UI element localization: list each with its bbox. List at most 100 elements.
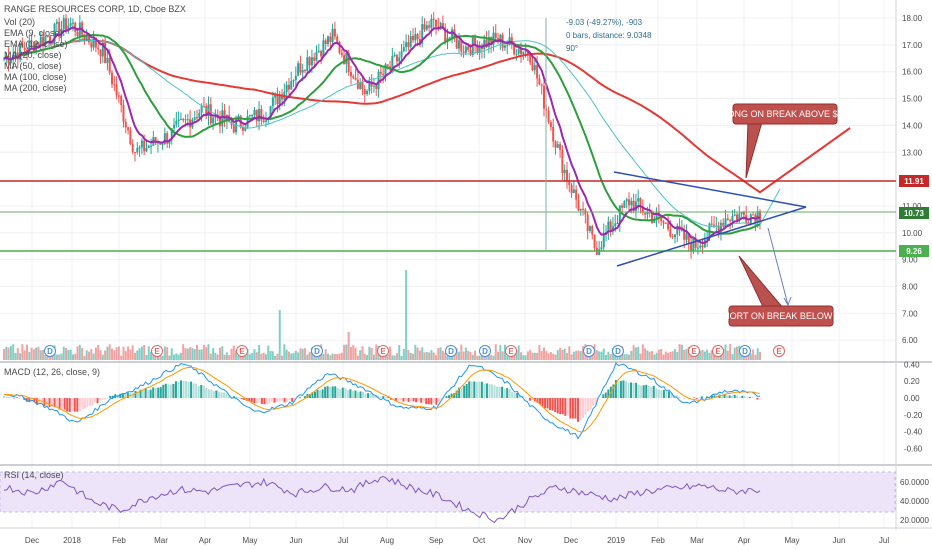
volume-bar <box>651 350 653 360</box>
time-tick: Aug <box>380 536 394 545</box>
candle-body <box>690 243 693 252</box>
earnings-marker[interactable] <box>712 345 724 357</box>
volume-bar <box>327 353 329 360</box>
earnings-marker[interactable] <box>377 345 389 357</box>
macd-hist-bar <box>637 385 640 398</box>
dividend-marker[interactable] <box>311 345 323 357</box>
candle-body <box>414 34 417 41</box>
volume-bar <box>133 353 136 360</box>
volume-bar <box>104 350 107 360</box>
volume-bar <box>462 351 465 360</box>
macd-hist-bar <box>483 383 486 398</box>
price-tick: 7.00 <box>902 309 918 318</box>
macd-hist-bar <box>372 394 375 398</box>
candle-body <box>616 223 619 225</box>
macd-hist-bar <box>490 384 493 398</box>
earnings-marker[interactable] <box>773 345 785 357</box>
svg-text:9.26: 9.26 <box>906 247 922 256</box>
candle-body <box>269 106 272 120</box>
time-axis-ticks: Dec 2018 Feb Mar Apr May Jun Jul Aug Sep Oct Nov Dec… <box>25 536 889 545</box>
earnings-marker[interactable] <box>505 345 517 357</box>
candle-body <box>19 43 22 60</box>
candle-body <box>200 105 203 113</box>
short-callout[interactable]: SHORT ON BREAK BELOW $9 <box>717 255 845 327</box>
volume-bar <box>32 349 35 360</box>
candle-body <box>108 57 111 73</box>
dividend-marker[interactable] <box>44 345 56 357</box>
macd-hist-bar <box>652 385 655 398</box>
candle-body <box>131 144 134 153</box>
macd-axis-ticks: 0.40 0.20 0.00 -0.20 -0.40 -0.60 <box>904 360 923 453</box>
triangle-upper-line[interactable] <box>613 171 807 208</box>
legend-item[interactable]: Vol (20) <box>4 17 35 27</box>
volume-bar <box>759 351 761 360</box>
legend-item[interactable]: MA (20, close) <box>4 50 62 60</box>
legend-item[interactable]: MA (100, close) <box>4 72 67 82</box>
candle-body <box>104 42 107 63</box>
volume-bar <box>556 350 559 360</box>
dividend-marker[interactable] <box>479 345 491 357</box>
earnings-marker[interactable] <box>236 345 248 357</box>
candle-body <box>474 36 477 45</box>
legend-item[interactable]: MA (50, close) <box>4 61 62 71</box>
candle-body <box>16 52 19 60</box>
volume-bar <box>23 350 26 360</box>
candle-body <box>92 37 95 48</box>
candle-body <box>671 236 674 238</box>
time-tick: May <box>242 536 257 545</box>
volume-bar <box>363 353 366 360</box>
volume-bar <box>345 344 348 360</box>
price-tick: 13.00 <box>902 148 923 157</box>
macd-tick: 0.40 <box>904 360 920 369</box>
legend-item[interactable]: MA (200, close) <box>4 83 67 93</box>
legend-item[interactable]: EMA (9, close) <box>4 28 63 38</box>
macd-hist-bar <box>3 395 5 398</box>
legend-item[interactable]: EMA (12, close) <box>4 39 68 49</box>
macd-hist-bar <box>627 382 630 398</box>
volume-bar <box>531 352 534 360</box>
candle-body <box>384 64 387 75</box>
candle-body <box>333 28 336 37</box>
macd-hist-bar <box>207 389 210 398</box>
candle-body <box>175 120 178 125</box>
candle-body <box>736 214 739 221</box>
volume-bar <box>435 355 437 360</box>
dividend-marker[interactable] <box>445 345 457 357</box>
triangle-lower-line[interactable] <box>616 206 807 267</box>
volume-bar <box>389 346 392 360</box>
candle-body <box>738 213 741 221</box>
long-callout[interactable]: LONG ON BREAK ABOVE $12 <box>722 103 848 179</box>
earnings-marker[interactable] <box>151 345 163 357</box>
dividend-marker[interactable] <box>739 345 751 357</box>
candle-body <box>673 234 676 238</box>
volume-bar <box>710 350 713 360</box>
volume-bar <box>648 351 651 360</box>
candle-body <box>660 215 663 222</box>
volume-bar <box>678 344 681 360</box>
macd-hist-bar <box>364 393 367 398</box>
candle-body <box>253 110 256 116</box>
volume-bar <box>370 348 373 360</box>
dividend-marker[interactable] <box>612 345 624 357</box>
volume-bar <box>384 353 387 360</box>
candle-body <box>306 57 309 72</box>
macd-hist-bar <box>478 381 481 398</box>
macd-hist-bar <box>81 398 84 409</box>
volume-bar <box>179 352 182 360</box>
candle-body <box>212 117 215 124</box>
macd-hist-bar <box>536 398 539 403</box>
event-letter: D <box>482 347 488 356</box>
macd-hist-bar <box>635 382 638 398</box>
dividend-marker[interactable] <box>583 345 595 357</box>
volume-bar <box>683 349 686 360</box>
macd-hist-bar <box>642 385 645 398</box>
projection-arrow[interactable] <box>767 227 789 306</box>
ma50-line <box>3 33 761 235</box>
candle-body <box>467 46 470 51</box>
indicator-legend[interactable]: Vol (20)EMA (9, close)EMA (12, close)MA … <box>4 17 68 93</box>
earnings-marker[interactable] <box>688 345 700 357</box>
candle-body <box>680 229 683 231</box>
candle-body <box>343 55 346 65</box>
